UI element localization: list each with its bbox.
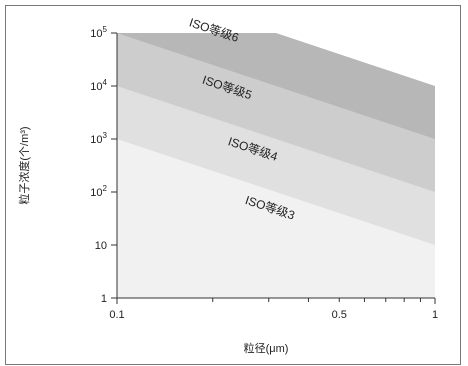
band-ISO等级3 <box>117 139 435 298</box>
y-tick-exponent: 5 <box>103 25 108 34</box>
y-tick-base: 10 <box>90 28 102 40</box>
y-axis-title: 粒子浓度(个/m³) <box>17 126 31 204</box>
y-tick-label: 10 <box>95 240 107 252</box>
x-tick-label: 0.1 <box>109 309 124 321</box>
y-tick-label: 103 <box>90 131 107 146</box>
chart-frame: ISO等级3 ISO等级4 ISO等级5 ISO等级6 1 10 102 103 104 105 0… <box>5 5 461 365</box>
y-tick-label: 105 <box>90 25 107 40</box>
y-tick-exponent: 2 <box>103 184 108 193</box>
x-tick-label: 1 <box>432 309 438 321</box>
y-tick-base: 10 <box>95 240 107 252</box>
y-tick-base: 1 <box>101 293 107 305</box>
x-axis-title: 粒径(μm) <box>244 341 289 355</box>
iso-class-chart: ISO等级3ISO等级4ISO等级5ISO等级61101021031041050… <box>17 15 438 355</box>
y-tick-base: 10 <box>90 187 102 199</box>
y-tick-exponent: 3 <box>103 131 108 140</box>
band-group <box>117 33 435 298</box>
y-tick-label: 102 <box>90 184 107 199</box>
x-tick-label: 0.5 <box>332 309 347 321</box>
y-tick-label: 104 <box>90 78 107 93</box>
y-tick-exponent: 4 <box>103 78 108 87</box>
y-tick-base: 10 <box>90 134 102 146</box>
y-tick-base: 10 <box>90 81 102 93</box>
y-tick-label: 1 <box>101 293 107 305</box>
